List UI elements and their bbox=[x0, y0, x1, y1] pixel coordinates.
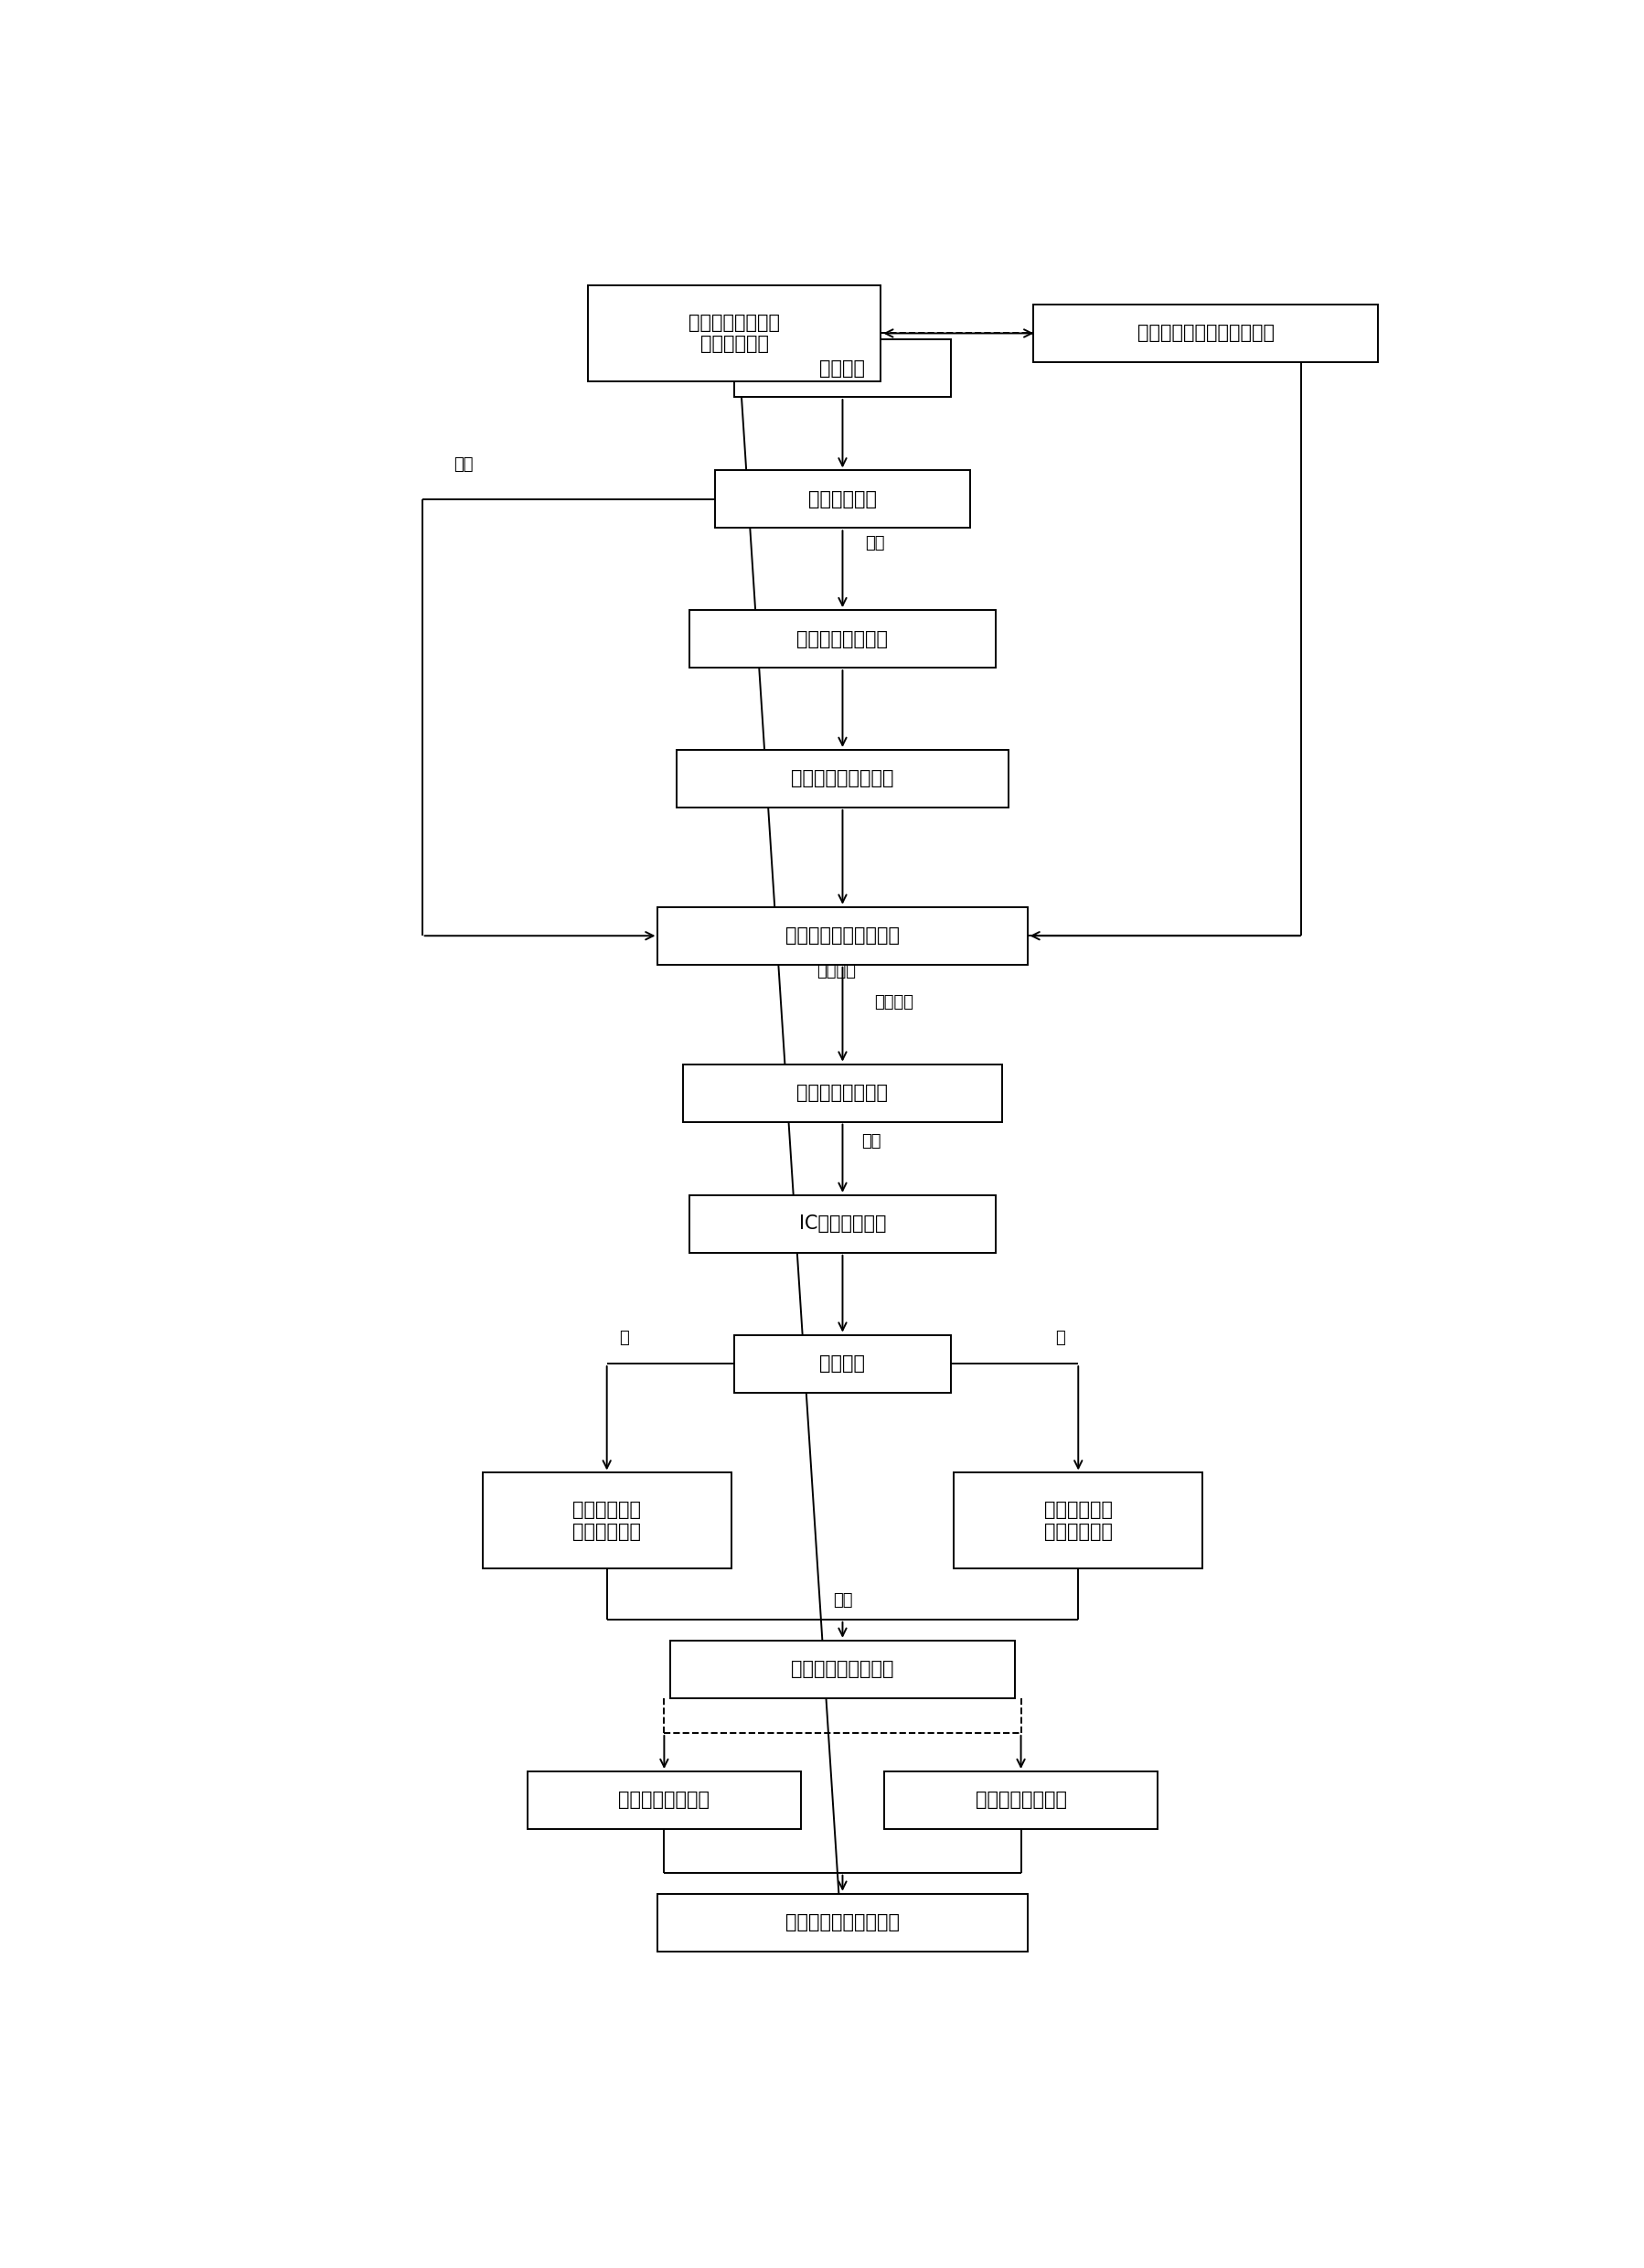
Text: 信号发射电路停止工作: 信号发射电路停止工作 bbox=[786, 1914, 899, 1932]
Bar bbox=[677, 751, 1008, 807]
Bar bbox=[690, 610, 995, 667]
Text: 地面反射: 地面反射 bbox=[875, 993, 914, 1012]
Text: 强: 强 bbox=[1055, 1329, 1065, 1347]
Bar bbox=[684, 1064, 1001, 1123]
Text: 判断信号: 判断信号 bbox=[820, 1354, 865, 1372]
Text: 自动: 自动 bbox=[865, 535, 884, 551]
Bar bbox=[658, 907, 1028, 964]
Text: 航模悬停于设定高度: 航模悬停于设定高度 bbox=[791, 1660, 894, 1678]
Text: 再次接收定高信号: 再次接收定高信号 bbox=[618, 1792, 710, 1810]
Bar bbox=[658, 1894, 1028, 1950]
Text: 开启电源: 开启电源 bbox=[820, 358, 865, 376]
Text: 手动操纵升降手柄
控制航模升降: 手动操纵升降手柄 控制航模升降 bbox=[689, 313, 779, 354]
Bar bbox=[528, 1771, 801, 1828]
Text: 信号接收电路接收定高信号: 信号接收电路接收定高信号 bbox=[1138, 324, 1274, 342]
Text: 放大: 放大 bbox=[861, 1134, 881, 1150]
Text: IC芯片进行解码: IC芯片进行解码 bbox=[799, 1216, 886, 1234]
Bar bbox=[735, 340, 950, 397]
Text: 接收高度手控信号: 接收高度手控信号 bbox=[975, 1792, 1067, 1810]
Text: 信号发射电路启动工作: 信号发射电路启动工作 bbox=[786, 928, 899, 946]
Text: 接收定高遥控信号: 接收定高遥控信号 bbox=[797, 631, 888, 649]
Bar bbox=[671, 1640, 1014, 1699]
Bar bbox=[589, 286, 881, 381]
Text: 选择起飞模式: 选择起飞模式 bbox=[809, 490, 876, 508]
Bar bbox=[954, 1472, 1202, 1569]
Bar bbox=[715, 469, 970, 528]
Bar bbox=[690, 1195, 995, 1252]
Bar bbox=[735, 1336, 950, 1393]
Text: 电机转速提高
航模抬升高度: 电机转速提高 航模抬升高度 bbox=[1044, 1501, 1113, 1540]
Text: 电机转速下降
航模降低高度: 电机转速下降 航模降低高度 bbox=[572, 1501, 641, 1540]
Text: 弱: 弱 bbox=[620, 1329, 630, 1347]
Text: 适合: 适合 bbox=[834, 1592, 852, 1608]
Text: 信号接收电路接收: 信号接收电路接收 bbox=[797, 1084, 888, 1102]
Text: 电机启动，航模起飞: 电机启动，航模起飞 bbox=[791, 769, 894, 787]
Bar bbox=[1034, 304, 1378, 363]
Bar bbox=[483, 1472, 732, 1569]
Bar bbox=[884, 1771, 1157, 1828]
Text: 手动: 手动 bbox=[454, 456, 473, 474]
Text: 发射信号: 发射信号 bbox=[817, 964, 857, 980]
